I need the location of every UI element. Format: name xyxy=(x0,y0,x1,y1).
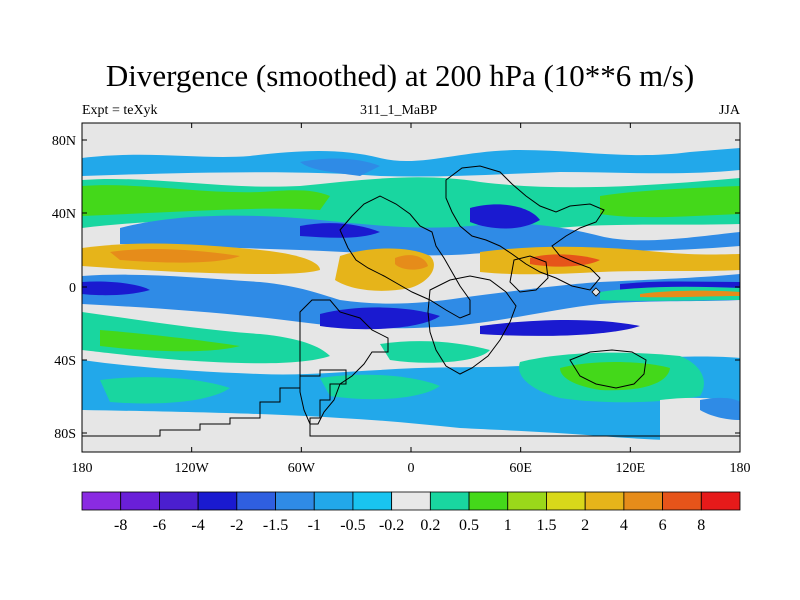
lat-tick-label: 40N xyxy=(52,207,76,222)
colorbar-label: -1 xyxy=(308,517,321,534)
field-sub-north-dark-2 xyxy=(470,204,540,229)
colorbar-swatch xyxy=(507,491,547,511)
colorbar-label: -0.5 xyxy=(340,517,365,534)
lon-tick-label: 0 xyxy=(408,461,415,476)
coastline-eurasia xyxy=(445,165,605,291)
field-tropic-africa-dark xyxy=(395,255,428,270)
colorbar-swatch xyxy=(275,491,315,511)
colorbar-label: 2 xyxy=(581,517,589,534)
colorbar-swatch xyxy=(391,491,431,511)
colorbar-label: 0.5 xyxy=(459,517,479,534)
colorbar-swatch xyxy=(662,491,702,511)
latitude-axis: 80N 40N 0 40S 80S xyxy=(52,134,740,442)
colorbar-label: -8 xyxy=(114,517,127,534)
colorbar-swatch xyxy=(159,491,199,511)
colorbar: -8 -6 -4 -2 -1.5 -1 -0.5 -0.2 0.2 0.5 1 1.5 2 4 6 8 xyxy=(81,491,741,534)
field-south-africa-green xyxy=(380,341,490,363)
field-tropic-asia-red xyxy=(530,254,600,267)
colorbar-label: 6 xyxy=(659,517,667,534)
field-equator-blue xyxy=(82,274,740,329)
lon-tick-label: 60W xyxy=(288,461,316,476)
field-south-lime xyxy=(100,330,240,352)
colorbar-label: -6 xyxy=(153,517,166,534)
lon-tick-label: 180 xyxy=(730,461,751,476)
colorbar-label: 4 xyxy=(620,517,628,534)
lon-tick-label: 180 xyxy=(72,461,93,476)
field-equator-dark-west xyxy=(82,281,150,296)
field-band-north-lime-east xyxy=(600,186,740,218)
lon-tick-label: 120E xyxy=(616,461,646,476)
field-south-green-west xyxy=(100,377,230,404)
field-equator-orange-east xyxy=(640,290,740,298)
colorbar-swatch xyxy=(546,491,586,511)
lon-tick-label: 60E xyxy=(509,461,532,476)
colorbar-label: -1.5 xyxy=(263,517,288,534)
colorbar-label: -0.2 xyxy=(379,517,404,534)
plot-title: Divergence (smoothed) at 200 hPa (10**6 … xyxy=(105,58,695,93)
field-north-blue-deep xyxy=(300,158,380,176)
lat-tick-label: 40S xyxy=(54,354,76,369)
field-sub-north-blue xyxy=(120,215,740,256)
field-north-blue xyxy=(82,148,740,177)
coastline-south-america xyxy=(299,299,389,425)
map-panel xyxy=(82,123,740,452)
longitude-axis: 180 120W 60W 0 60E 120E 180 xyxy=(72,123,751,476)
field-south-green xyxy=(82,312,330,364)
colorbar-label: 0.2 xyxy=(420,517,440,534)
divergence-field xyxy=(82,148,740,452)
lat-tick-label: 80S xyxy=(54,427,76,442)
island-marker xyxy=(591,287,601,297)
field-equator-dark-central xyxy=(320,307,440,330)
colorbar-swatch xyxy=(352,491,393,511)
field-tropic-north-orange-2 xyxy=(110,249,240,263)
field-south-green-atlantic xyxy=(320,374,440,400)
colorbar-label: 1.5 xyxy=(536,517,556,534)
colorbar-swatch xyxy=(81,491,122,511)
lat-tick-label: 80N xyxy=(52,134,76,149)
field-south-lime-east xyxy=(560,362,670,391)
run-label: 311_1_MaBP xyxy=(360,103,438,118)
colorbar-label: 1 xyxy=(504,517,512,534)
colorbar-swatch xyxy=(584,491,625,511)
coastline-north-america xyxy=(339,195,471,319)
coastline-arabia xyxy=(509,255,549,293)
experiment-label: Expt = teXyk xyxy=(82,103,158,118)
colorbar-swatch xyxy=(700,491,741,511)
field-band-north-lime xyxy=(82,185,330,216)
coastline-africa xyxy=(427,275,517,375)
colorbar-swatch xyxy=(313,491,354,511)
coastlines xyxy=(82,165,740,437)
colorbar-swatch xyxy=(623,491,663,511)
colorbar-swatch xyxy=(120,491,160,511)
field-equator-dark-indian xyxy=(480,320,640,336)
colorbar-swatch xyxy=(197,491,238,511)
colorbar-label: -4 xyxy=(191,517,204,534)
field-tropic-asia-orange xyxy=(480,246,740,275)
field-south-gray-west xyxy=(82,410,400,452)
lon-tick-label: 120W xyxy=(175,461,210,476)
lat-tick-label: 0 xyxy=(69,281,76,296)
colorbar-label: 8 xyxy=(697,517,705,534)
colorbar-swatch xyxy=(236,491,276,511)
season-label: JJA xyxy=(718,103,740,118)
colorbar-label: -2 xyxy=(230,517,243,534)
coastline-australia xyxy=(569,349,647,389)
colorbar-swatch xyxy=(429,491,470,511)
field-south-blue-edge xyxy=(700,397,740,420)
colorbar-swatch xyxy=(468,491,509,511)
